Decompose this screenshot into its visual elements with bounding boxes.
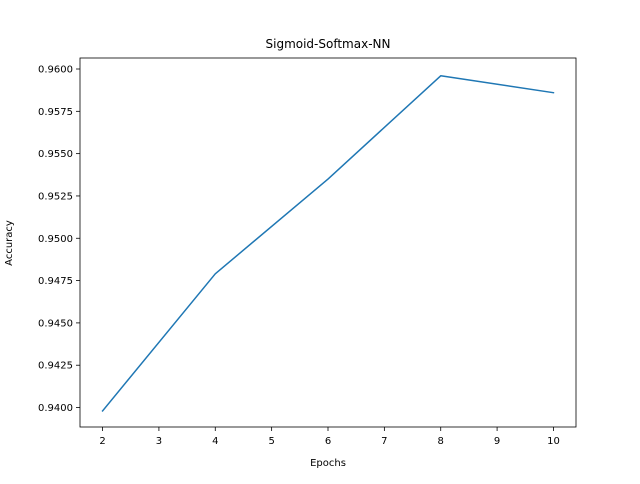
y-tick-label: 0.9450 (38, 318, 73, 329)
series-line-1 (101, 75, 555, 412)
plot-area: 2 3 4 5 6 7 8 9 10 0.9400 0.9425 0.9450 0.9475 0.9500… (38, 57, 577, 447)
x-tick-label: 4 (212, 436, 218, 447)
x-axis-label: Epochs (310, 458, 346, 469)
x-tick-label: 2 (99, 436, 105, 447)
y-tick-label: 0.9525 (38, 191, 73, 202)
y-tick-label: 0.9475 (38, 276, 73, 287)
y-tick-label: 0.9600 (38, 65, 73, 76)
x-tick-label: 9 (494, 436, 500, 447)
x-tick-label: 8 (438, 436, 444, 447)
x-tick-label: 5 (268, 436, 274, 447)
y-tick-label: 0.9400 (38, 403, 73, 414)
x-tick-label: 3 (156, 436, 162, 447)
y-tick-label: 0.9500 (38, 234, 73, 245)
chart-title: Sigmoid-Softmax-NN (266, 37, 391, 51)
axes-frame (79, 57, 577, 428)
x-tick-label: 6 (325, 436, 331, 447)
x-tick-label: 10 (547, 436, 560, 447)
y-tick-label: 0.9550 (38, 149, 73, 160)
y-axis-label: Accuracy (4, 220, 15, 266)
y-tick-label: 0.9575 (38, 107, 73, 118)
x-tick-label: 7 (381, 436, 387, 447)
y-tick-label: 0.9425 (38, 361, 73, 372)
